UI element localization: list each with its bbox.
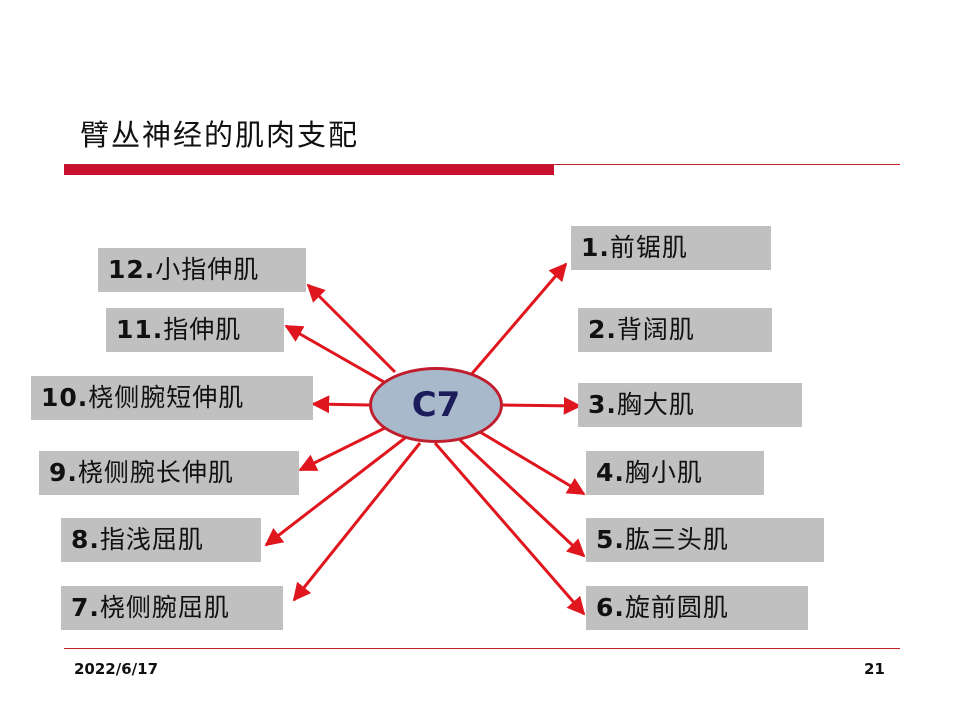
node-5: 5.肱三头肌 xyxy=(586,518,824,562)
arrow-6 xyxy=(433,442,586,616)
node-number: 9. xyxy=(49,458,78,487)
node-label: 指浅屈肌 xyxy=(99,525,204,554)
node-number: 12. xyxy=(108,255,156,284)
node-label: 桡侧腕长伸肌 xyxy=(77,458,234,487)
node-number: 4. xyxy=(596,458,625,487)
title-accent-bar xyxy=(64,165,554,175)
node-4: 4.胸小肌 xyxy=(586,451,764,495)
node-label: 指伸肌 xyxy=(163,315,242,344)
title-underline xyxy=(64,164,900,165)
center-node-c7: C7 xyxy=(369,367,503,443)
node-number: 10. xyxy=(41,383,89,412)
arrow-10 xyxy=(311,395,370,414)
arrow-11 xyxy=(284,324,385,384)
node-number: 1. xyxy=(581,233,610,262)
node-label: 胸大肌 xyxy=(616,390,695,419)
arrow-8 xyxy=(264,436,406,547)
node-number: 7. xyxy=(71,593,100,622)
node-number: 6. xyxy=(596,593,625,622)
node-2: 2.背阔肌 xyxy=(578,308,772,352)
arrow-7 xyxy=(292,442,422,602)
slide-title: 臂丛神经的肌肉支配 xyxy=(80,118,360,152)
footer-date: 2022/6/17 xyxy=(74,660,159,678)
node-number: 8. xyxy=(71,525,100,554)
node-label: 肱三头肌 xyxy=(624,525,729,554)
node-number: 2. xyxy=(588,315,617,344)
node-label: 胸小肌 xyxy=(624,458,703,487)
node-label: 小指伸肌 xyxy=(155,255,260,284)
arrow-5 xyxy=(458,438,586,558)
node-11: 11.指伸肌 xyxy=(106,308,284,352)
arrow-9 xyxy=(298,426,386,472)
node-label: 桡侧腕屈肌 xyxy=(99,593,230,622)
node-10: 10.桡侧腕短伸肌 xyxy=(31,376,313,420)
node-9: 9.桡侧腕长伸肌 xyxy=(39,451,299,495)
arrow-3 xyxy=(502,396,582,415)
node-7: 7.桡侧腕屈肌 xyxy=(61,586,283,630)
arrow-12 xyxy=(306,283,397,374)
node-number: 11. xyxy=(116,315,164,344)
node-3: 3.胸大肌 xyxy=(578,383,802,427)
node-label: 前锯肌 xyxy=(609,233,688,262)
node-number: 5. xyxy=(596,525,625,554)
arrow-4 xyxy=(479,430,586,496)
node-label: 背阔肌 xyxy=(616,315,695,344)
node-1: 1.前锯肌 xyxy=(571,226,771,270)
node-number: 3. xyxy=(588,390,617,419)
page-number: 21 xyxy=(864,660,885,678)
node-label: 旋前圆肌 xyxy=(624,593,729,622)
arrow-1 xyxy=(468,262,568,377)
node-6: 6.旋前圆肌 xyxy=(586,586,808,630)
node-8: 8.指浅屈肌 xyxy=(61,518,261,562)
node-12: 12.小指伸肌 xyxy=(98,248,306,292)
node-label: 桡侧腕短伸肌 xyxy=(88,383,245,412)
footer-divider xyxy=(64,648,900,649)
